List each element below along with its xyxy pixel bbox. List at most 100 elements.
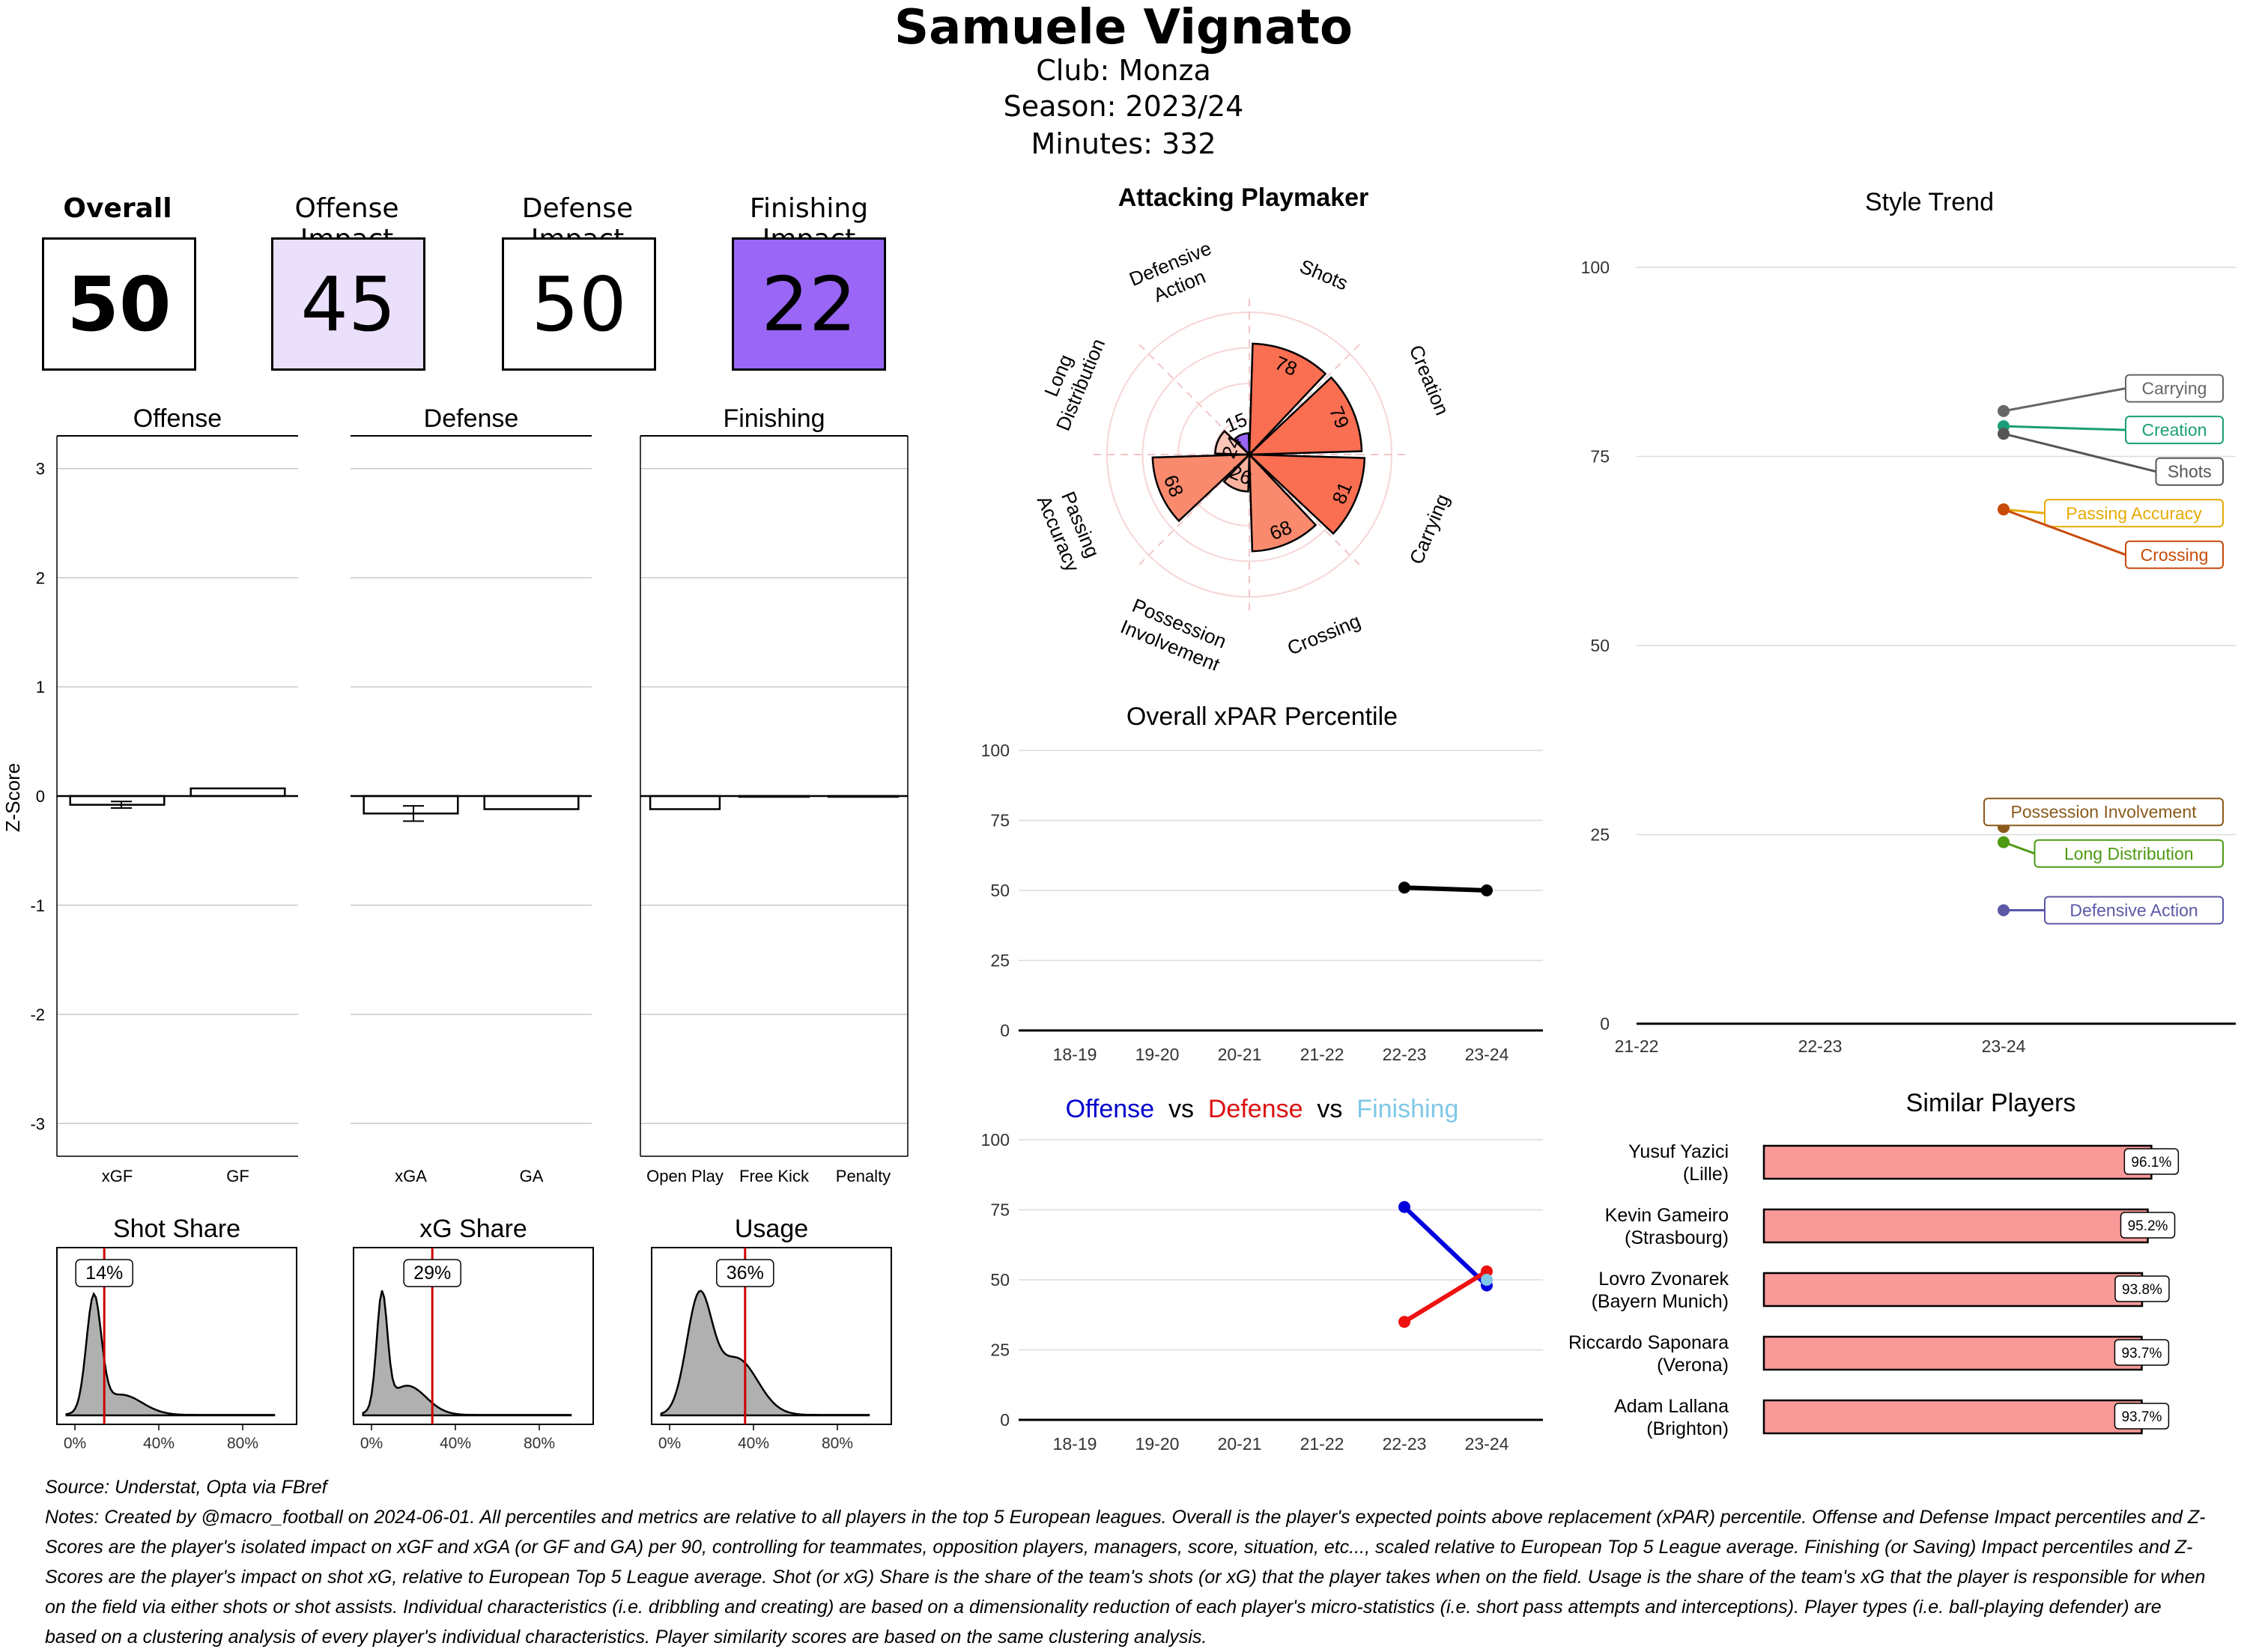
trend-label: Long Distribution — [2064, 844, 2194, 863]
similar-value-box — [2114, 1339, 2170, 1366]
zscore-chart: Z-Score 3 2 1 0 -1 -2 -3 Offense xGF GF Defense xG… — [1, 404, 909, 1185]
density-tick-label: 80% — [822, 1435, 853, 1452]
zscore-bar — [363, 795, 459, 815]
x-tick-label: 21-22 — [1300, 1045, 1344, 1064]
radar-category-line: Shots — [1297, 255, 1351, 294]
y-tick-label: 100 — [981, 1130, 1010, 1150]
kpi-overall-value: 50 — [42, 237, 196, 371]
trend-connector — [2003, 387, 2126, 413]
density-tick-label: 40% — [738, 1435, 769, 1452]
trend-connector — [2003, 432, 2156, 473]
similar-player-club: (Brighton) — [1646, 1418, 1729, 1439]
radar-slice — [1233, 432, 1251, 458]
series-line — [1403, 1269, 1488, 1324]
kpi-defense-value: 50 — [502, 237, 656, 371]
y-tick-label: 25 — [990, 1340, 1010, 1360]
radar-category-label: PassingAccuracy — [1033, 483, 1106, 575]
x-tick-label: 22-23 — [1383, 1045, 1427, 1064]
trend-label: Creation — [2142, 420, 2207, 440]
trend-label-box — [2125, 416, 2224, 445]
similar-bar — [1762, 1144, 2153, 1180]
ovd-title: Offense vs Defense vs Finishing — [1066, 1095, 1459, 1123]
series-line — [1402, 1205, 1489, 1287]
ovd-title-finishing: Finishing — [1356, 1095, 1458, 1123]
similar-player-club: (Bayern Munich) — [1592, 1291, 1729, 1312]
density-value-label-box — [75, 1259, 133, 1287]
x-tick-label: 23-24 — [1465, 1434, 1509, 1454]
source-text: Source: Understat, Opta via FBref — [45, 1477, 327, 1498]
trend-label: Passing Accuracy — [2066, 503, 2202, 523]
y-tick-label: 75 — [1590, 447, 1610, 467]
trend-label: Possession Involvement — [2010, 802, 2197, 822]
radar-slice — [1246, 376, 1363, 456]
density-title: xG Share — [419, 1215, 527, 1243]
y-tick-label: 0 — [1000, 1021, 1010, 1040]
zscore-category-label: Free Kick — [739, 1167, 810, 1185]
density-value-label-box — [716, 1259, 774, 1287]
trend-point — [1998, 503, 2010, 516]
zscore-tick-label: 2 — [36, 568, 45, 587]
y-tick-label: 75 — [990, 811, 1010, 830]
similar-value-label: 96.1% — [2131, 1155, 2171, 1170]
similar-value-label: 93.7% — [2121, 1346, 2162, 1361]
series-point — [1398, 1316, 1410, 1328]
radar-category-line: Creation — [1405, 341, 1454, 418]
density-tick-label: 0% — [658, 1435, 681, 1452]
kpi-finishing-value: 22 — [732, 237, 886, 371]
zscore-panel-title: Offense — [133, 404, 222, 433]
series-point — [1481, 884, 1493, 896]
series-point — [1481, 1274, 1493, 1286]
y-tick-label: 50 — [990, 881, 1010, 900]
density-tick-label: 0% — [64, 1435, 86, 1452]
series-point — [1481, 1265, 1493, 1278]
zscore-panel-title: Defense — [424, 404, 519, 433]
density-tick-label: 0% — [360, 1435, 383, 1452]
radar-slice — [1248, 342, 1327, 458]
zscore-category-label: GF — [226, 1167, 249, 1185]
style-trend-chart: Style Trend 100 75 50 25 0 21-22 22-23 23-24 Car… — [1581, 188, 2236, 1056]
zscore-tick-label: 3 — [36, 460, 45, 479]
x-tick-label: 18-19 — [1053, 1434, 1097, 1454]
zscore-bar — [649, 795, 721, 810]
kpi-overall-label: Overall — [63, 193, 172, 224]
ovd-title-offense: Offense — [1066, 1095, 1154, 1123]
ovd-title-defense: Defense — [1208, 1095, 1303, 1123]
trend-label-box — [2125, 540, 2224, 569]
similar-player-club: (Lille) — [1683, 1164, 1729, 1185]
x-tick-label: 23-24 — [1982, 1036, 2026, 1056]
radar-title: Attacking Playmaker — [1118, 183, 1369, 212]
density-title: Usage — [735, 1215, 808, 1243]
series-point — [1398, 881, 1410, 894]
x-tick-label: 21-22 — [1615, 1036, 1659, 1056]
density-tick-label: 40% — [440, 1435, 471, 1452]
zscore-tick-label: -1 — [30, 896, 45, 915]
trend-label-box — [2125, 374, 2224, 403]
x-tick-label: 18-19 — [1053, 1045, 1097, 1064]
similar-player-name: Adam Lallana — [1614, 1396, 1729, 1417]
similar-players-chart: Similar Players Yusuf Yazici(Lille) 96.1%… — [1568, 1089, 2180, 1439]
zscore-category-label: GA — [520, 1167, 544, 1185]
zscore-bar — [189, 787, 286, 798]
trend-point — [1998, 404, 2010, 417]
similar-value-label: 93.8% — [2122, 1282, 2162, 1298]
x-tick-label: 22-23 — [1383, 1434, 1427, 1454]
radar-slice — [1214, 429, 1252, 456]
x-tick-label: 20-21 — [1218, 1045, 1262, 1064]
similar-value-box — [2114, 1275, 2170, 1302]
x-tick-label: 21-22 — [1300, 1434, 1344, 1454]
radar-category-line: Crossing — [1284, 610, 1363, 660]
ovd-title-vs-1: vs — [1154, 1095, 1208, 1123]
radar-category-label: Crossing — [1284, 610, 1363, 660]
y-tick-label: 25 — [990, 951, 1010, 971]
radar-ring — [1213, 418, 1286, 491]
trend-label-box — [2155, 457, 2224, 486]
density-title: Shot Share — [113, 1215, 240, 1243]
ovd-title-vs-2: vs — [1303, 1095, 1357, 1123]
series-point — [1398, 1200, 1410, 1213]
y-tick-label: 0 — [1600, 1014, 1610, 1033]
similar-player-club: (Verona) — [1657, 1355, 1729, 1376]
similar-bar — [1762, 1335, 2143, 1371]
trend-label-box — [2034, 839, 2224, 868]
radar-category-label: DefensiveAction — [1126, 237, 1224, 313]
